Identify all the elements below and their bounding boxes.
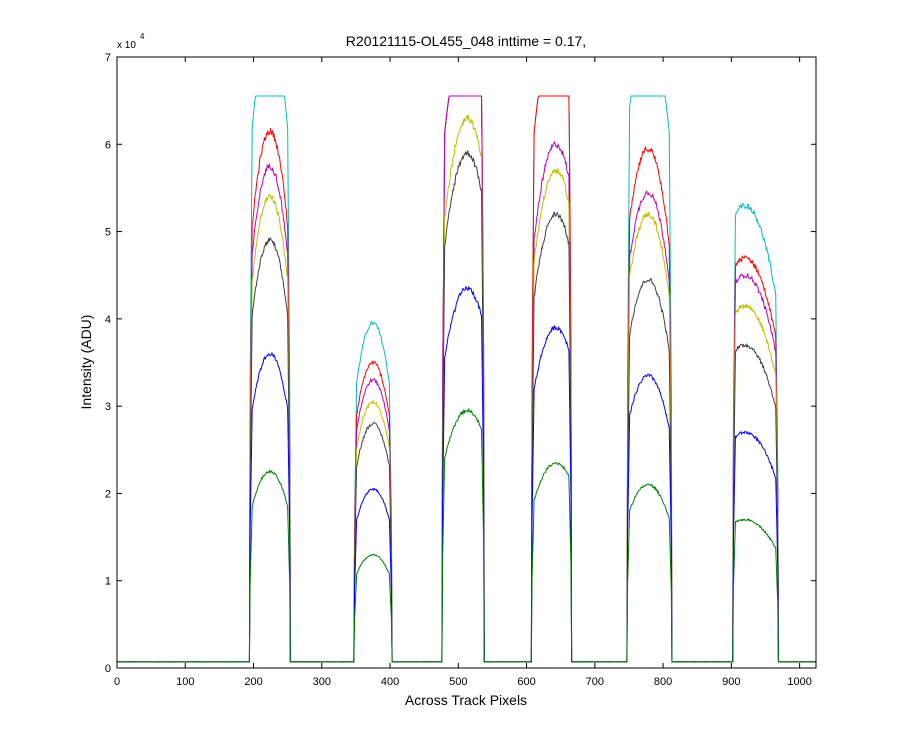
x-axis-label: Across Track Pixels xyxy=(405,692,527,708)
series-layer xyxy=(116,95,817,663)
y-exponent-base: x 10 xyxy=(117,40,136,51)
y-exponent-power: 4 xyxy=(140,32,145,41)
y-tick-label: 0 xyxy=(105,663,111,675)
y-axis-label: Intensity (ADU) xyxy=(78,315,94,410)
x-tick-label: 600 xyxy=(517,676,535,688)
y-axis-ticks: 0 1 2 3 4 5 6 7 xyxy=(105,52,816,675)
x-axis-ticks: 0 100 200 300 400 500 600 700 800 900 1000 xyxy=(114,57,812,688)
y-tick-label: 4 xyxy=(105,314,111,326)
x-tick-label: 200 xyxy=(244,676,262,688)
series-line xyxy=(116,407,817,663)
y-tick-label: 1 xyxy=(105,576,111,588)
y-tick-label: 5 xyxy=(105,227,111,239)
x-tick-label: 900 xyxy=(722,676,740,688)
x-tick-label: 0 xyxy=(114,676,120,688)
y-tick-label: 3 xyxy=(105,401,111,413)
x-tick-label: 1000 xyxy=(787,676,811,688)
x-tick-label: 700 xyxy=(586,676,604,688)
x-tick-label: 100 xyxy=(176,676,194,688)
chart-title: R20121115-OL455_048 inttime = 0.17, xyxy=(346,33,586,49)
y-tick-label: 6 xyxy=(105,139,111,151)
plot-area xyxy=(117,57,816,668)
x-tick-label: 300 xyxy=(313,676,331,688)
plot-frame xyxy=(116,56,817,669)
y-tick-label: 2 xyxy=(105,488,111,500)
y-tick-label: 7 xyxy=(105,52,111,64)
x-tick-label: 400 xyxy=(381,676,399,688)
x-tick-label: 500 xyxy=(449,676,467,688)
x-tick-label: 800 xyxy=(654,676,672,688)
